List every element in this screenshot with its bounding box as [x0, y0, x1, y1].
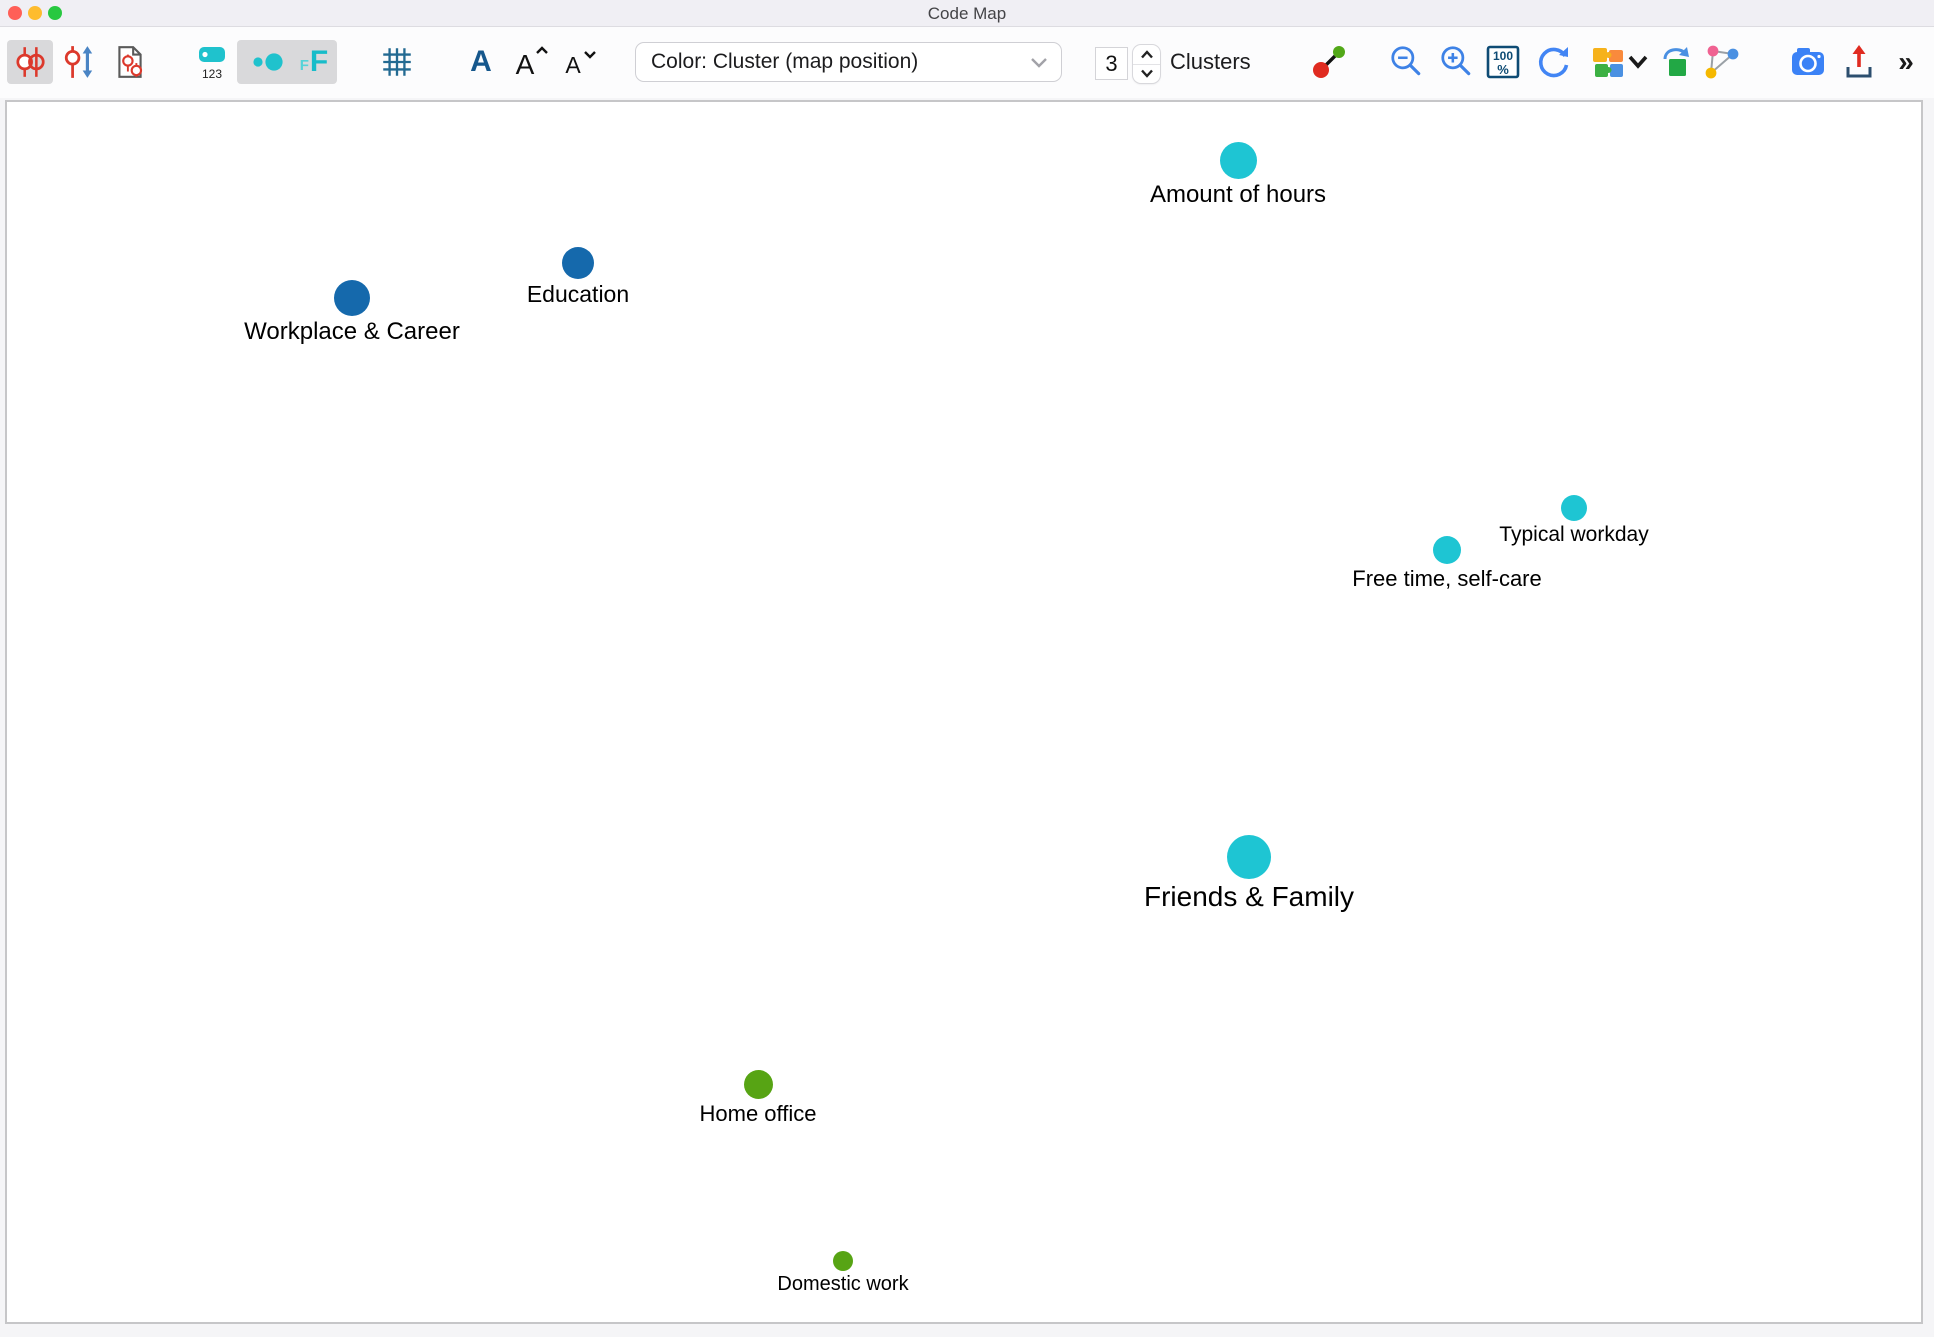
font-size-large-glyph: F — [309, 45, 329, 78]
refresh-button[interactable] — [1533, 40, 1575, 84]
puzzle-icon — [1593, 48, 1623, 77]
screenshot-button[interactable] — [1787, 40, 1829, 84]
font-color-button[interactable]: A — [461, 40, 501, 84]
grid-button[interactable] — [377, 40, 417, 84]
cluster-options-button[interactable] — [1588, 40, 1650, 84]
more-button[interactable]: » — [1886, 40, 1926, 84]
display-values-button[interactable]: 123 — [190, 40, 234, 84]
content-area: Amount of hours Education Workplace & Ca… — [0, 98, 1934, 1337]
stepper-up-icon — [1140, 49, 1153, 59]
code-label: Typical workday — [1499, 523, 1649, 546]
stepper-up-button[interactable] — [1133, 45, 1160, 65]
svg-text:A: A — [565, 52, 581, 78]
code-dot[interactable] — [1219, 141, 1257, 179]
chevron-down-icon — [1031, 58, 1047, 68]
font-decrease-button[interactable]: A — [559, 40, 599, 84]
zoom-100-icon: 100 % — [1486, 45, 1520, 79]
code-dot[interactable] — [1433, 536, 1461, 564]
font-size-button[interactable]: F F — [292, 40, 336, 84]
code-dot[interactable] — [833, 1251, 853, 1271]
zoom-out-button[interactable] — [1386, 40, 1426, 84]
titlebar: Code Map — [0, 0, 1934, 27]
color-mode-value: Color: Cluster (map position) — [651, 50, 919, 73]
network-view-button[interactable] — [1700, 40, 1744, 84]
code-dot[interactable] — [562, 247, 594, 279]
more-icon: » — [1898, 46, 1914, 77]
svg-text:%: % — [1497, 62, 1509, 77]
font-decrease-icon: A — [565, 51, 596, 78]
color-mode-dropdown[interactable]: Color: Cluster (map position) — [635, 42, 1062, 82]
code-map-button[interactable] — [7, 40, 53, 84]
chevron-down-icon — [1628, 55, 1648, 69]
code-sort-button[interactable] — [57, 40, 103, 84]
minimize-button[interactable] — [28, 6, 42, 20]
svg-text:100: 100 — [1493, 49, 1513, 63]
svg-text:123: 123 — [202, 67, 222, 81]
code-dot[interactable] — [1227, 835, 1271, 879]
code-label: Free time, self-care — [1352, 566, 1542, 591]
zoom-in-icon — [1441, 46, 1471, 76]
clusters-value-field[interactable]: 3 — [1095, 47, 1128, 80]
zoom-out-icon — [1391, 46, 1421, 76]
font-size-small-glyph: F — [299, 56, 309, 74]
document-map-button[interactable] — [107, 40, 153, 84]
code-map-icon — [16, 47, 45, 77]
stepper-down-button[interactable] — [1133, 65, 1160, 84]
code-dot[interactable] — [1561, 495, 1587, 521]
clusters-label: Clusters — [1170, 49, 1251, 74]
code-dot[interactable] — [334, 280, 370, 316]
code-label: Education — [526, 281, 630, 307]
cluster-link-icon — [1313, 46, 1345, 78]
dot-size-icon — [253, 53, 283, 71]
code-sort-icon — [64, 46, 93, 78]
font-increase-icon: A — [516, 46, 548, 80]
font-increase-button[interactable]: A — [511, 40, 551, 84]
code-dot[interactable] — [743, 1069, 773, 1099]
refresh-icon — [1538, 47, 1569, 78]
export-chart-icon — [1663, 47, 1689, 76]
cluster-link-button[interactable] — [1307, 40, 1351, 84]
network-view-icon — [1705, 45, 1739, 79]
zoom-100-button[interactable]: 100 % — [1483, 40, 1523, 84]
code-label: Home office — [699, 1100, 817, 1126]
dot-size-button[interactable] — [246, 40, 290, 84]
zoom-in-button[interactable] — [1436, 40, 1476, 84]
close-button[interactable] — [8, 6, 22, 20]
display-values-icon: 123 — [199, 47, 225, 81]
code-label: Workplace & Career — [244, 318, 460, 345]
document-map-icon — [118, 46, 143, 78]
stepper-down-icon — [1140, 69, 1153, 79]
window-title: Code Map — [927, 4, 1007, 23]
upload-icon — [1846, 45, 1872, 78]
zoom-button[interactable] — [48, 6, 62, 20]
camera-icon — [1792, 48, 1824, 75]
code-label: Domestic work — [777, 1273, 909, 1295]
code-label: Friends & Family — [1143, 881, 1355, 912]
svg-text:A: A — [516, 49, 535, 80]
grid-icon — [383, 48, 411, 76]
font-color-icon: A — [470, 45, 492, 78]
toolbar: 123 F F A — [0, 27, 1934, 98]
code-map-canvas[interactable]: Amount of hours Education Workplace & Ca… — [5, 100, 1923, 1324]
export-chart-button[interactable] — [1655, 40, 1697, 84]
export-button[interactable] — [1838, 40, 1880, 84]
clusters-stepper[interactable] — [1133, 45, 1160, 83]
code-label: Amount of hours — [1149, 180, 1327, 208]
